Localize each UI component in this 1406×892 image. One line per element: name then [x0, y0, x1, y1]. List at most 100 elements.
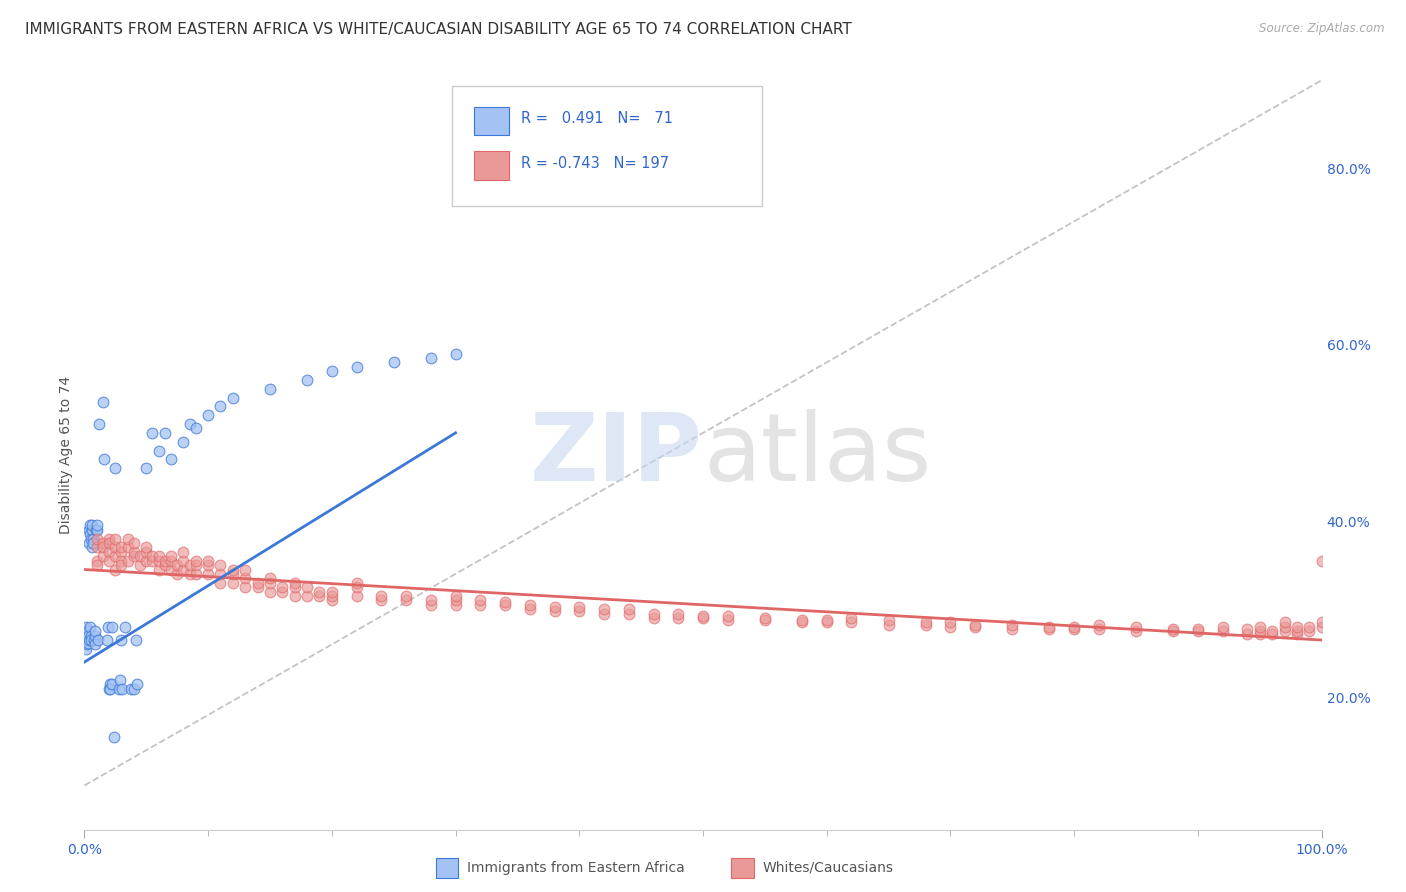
Point — [153, 554, 176, 568]
Point — [494, 595, 516, 609]
Point — [617, 602, 640, 616]
Point — [519, 602, 541, 616]
Point — [120, 681, 142, 696]
Point — [75, 629, 97, 643]
Point — [470, 593, 492, 607]
Point — [110, 558, 132, 573]
Point — [1088, 618, 1111, 632]
Point — [1310, 620, 1333, 634]
Point — [666, 607, 689, 621]
Point — [179, 558, 201, 573]
Point — [77, 536, 100, 550]
Point — [153, 558, 176, 573]
Point — [77, 635, 100, 649]
Point — [295, 589, 318, 603]
Point — [104, 549, 127, 564]
Point — [321, 364, 343, 378]
Point — [104, 461, 127, 475]
Point — [104, 532, 127, 546]
Point — [148, 443, 170, 458]
Point — [197, 409, 219, 423]
Point — [79, 527, 101, 541]
Point — [104, 541, 127, 555]
Point — [209, 400, 232, 414]
Point — [1261, 627, 1284, 641]
Point — [419, 593, 441, 607]
Point — [1236, 622, 1258, 636]
Point — [166, 566, 188, 581]
Point — [209, 566, 232, 581]
Point — [135, 554, 157, 568]
Point — [914, 615, 936, 630]
Point — [259, 571, 281, 585]
Point — [141, 549, 163, 564]
Point — [160, 562, 183, 576]
Text: Whites/Caucasians: Whites/Caucasians — [762, 861, 893, 875]
Point — [754, 611, 776, 625]
Point — [295, 580, 318, 594]
Point — [370, 589, 392, 603]
Point — [1038, 622, 1060, 636]
Point — [84, 523, 107, 537]
Point — [82, 541, 104, 555]
Point — [246, 580, 269, 594]
Point — [346, 580, 368, 594]
Text: atlas: atlas — [703, 409, 931, 501]
Point — [877, 618, 900, 632]
Point — [815, 613, 838, 627]
Point — [1161, 624, 1184, 639]
Text: R = -0.743   N= 197: R = -0.743 N= 197 — [522, 156, 669, 171]
Point — [1298, 624, 1320, 639]
Point — [197, 558, 219, 573]
Point — [111, 681, 134, 696]
Point — [98, 532, 121, 546]
Point — [308, 589, 330, 603]
Point — [76, 637, 98, 651]
Point — [259, 382, 281, 396]
Point — [1001, 622, 1024, 636]
Point — [89, 417, 111, 431]
Point — [914, 618, 936, 632]
Point — [543, 604, 565, 618]
Point — [233, 562, 256, 576]
Point — [470, 598, 492, 612]
Point — [346, 589, 368, 603]
Point — [79, 629, 101, 643]
Point — [1310, 615, 1333, 630]
Point — [153, 425, 176, 440]
Point — [179, 417, 201, 431]
Point — [91, 549, 114, 564]
Point — [877, 613, 900, 627]
Point — [1187, 624, 1209, 639]
Point — [179, 566, 201, 581]
Point — [86, 532, 108, 546]
Point — [593, 602, 616, 616]
Point — [295, 373, 318, 387]
Point — [259, 575, 281, 590]
Point — [98, 536, 121, 550]
Point — [321, 589, 343, 603]
Point — [790, 613, 813, 627]
Point — [98, 681, 121, 696]
Point — [83, 633, 105, 648]
Point — [444, 589, 467, 603]
Point — [79, 633, 101, 648]
Point — [122, 681, 145, 696]
Point — [91, 536, 114, 550]
Point — [444, 593, 467, 607]
Point — [1212, 620, 1234, 634]
Point — [86, 558, 108, 573]
Point — [125, 677, 148, 691]
Point — [346, 359, 368, 374]
Point — [125, 633, 148, 648]
Point — [160, 452, 183, 467]
Point — [172, 554, 194, 568]
Point — [87, 633, 110, 648]
Point — [1310, 554, 1333, 568]
Point — [643, 611, 665, 625]
Point — [222, 566, 245, 581]
Point — [1261, 624, 1284, 639]
Point — [80, 633, 103, 648]
Point — [98, 554, 121, 568]
FancyBboxPatch shape — [474, 106, 509, 135]
